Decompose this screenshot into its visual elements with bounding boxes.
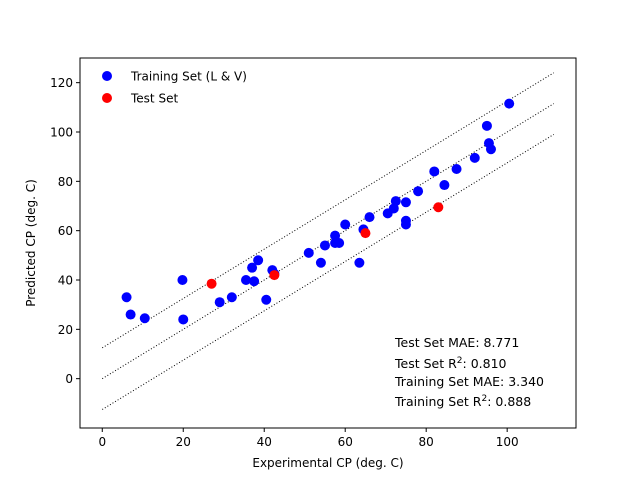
training-point: [413, 186, 424, 197]
training-point: [334, 238, 345, 248]
reference-line: [102, 134, 554, 410]
training-point: [303, 247, 314, 258]
training-point: [121, 292, 132, 303]
train-mae-text: Training Set MAE: 3.340: [394, 374, 544, 389]
test-point: [206, 278, 217, 289]
training-point: [504, 98, 515, 109]
training-point: [451, 164, 462, 174]
training-point: [354, 257, 365, 268]
training-point: [429, 166, 440, 177]
y-axis-label: Predicted CP (deg. C): [24, 179, 38, 307]
test-r2-prefix: Test Set R: [394, 356, 457, 371]
legend: Training Set (L & V) Test Set: [102, 70, 247, 106]
training-point: [400, 197, 411, 208]
train-r2-text: Training Set R2: 0.888: [394, 394, 531, 409]
training-point: [390, 196, 401, 207]
legend-marker-test: [102, 93, 112, 103]
training-point: [319, 240, 330, 251]
test-r2-value: : 0.810: [463, 356, 507, 371]
training-point: [139, 313, 150, 324]
plot-frame: [79, 57, 577, 429]
x-tick-label: 20: [176, 435, 191, 449]
train-r2-superscript: 2: [481, 394, 487, 404]
x-axis-ticks: 0 20 40 60 80 100: [98, 428, 519, 449]
x-tick-label: 0: [98, 435, 106, 449]
y-tick-label: 60: [58, 224, 73, 238]
test-point: [433, 202, 444, 213]
training-point: [249, 276, 260, 287]
reference-lines: [102, 72, 554, 410]
test-point: [269, 270, 280, 281]
training-point: [330, 230, 341, 241]
data-points: [121, 98, 515, 325]
legend-marker-training: [102, 71, 112, 81]
training-point: [469, 152, 480, 163]
x-tick-label: 40: [257, 435, 272, 449]
training-point: [364, 212, 375, 223]
y-tick-label: 80: [58, 175, 73, 189]
y-tick-label: 40: [58, 274, 73, 288]
training-point: [253, 255, 264, 266]
test-r2-text: Test Set R2: 0.810: [394, 356, 507, 371]
train-r2-prefix: Training Set R: [394, 394, 482, 409]
y-tick-label: 0: [65, 372, 73, 386]
training-point: [241, 275, 252, 285]
y-tick-label: 120: [50, 76, 73, 90]
legend-label-training: Training Set (L & V): [130, 70, 247, 84]
training-point: [125, 309, 136, 320]
test-point: [360, 228, 371, 239]
y-tick-label: 100: [50, 126, 73, 140]
x-tick-label: 80: [419, 435, 434, 449]
reference-line: [102, 72, 554, 349]
training-point: [340, 219, 351, 230]
training-point: [177, 275, 188, 285]
test-mae-text: Test Set MAE: 8.771: [394, 335, 519, 350]
training-point: [178, 314, 189, 325]
legend-label-test: Test Set: [130, 92, 178, 106]
training-point: [214, 297, 225, 308]
training-point: [481, 120, 492, 131]
training-point: [226, 292, 237, 303]
training-point: [485, 144, 496, 155]
test-r2-superscript: 2: [457, 356, 463, 366]
x-tick-label: 100: [496, 435, 519, 449]
train-r2-value: : 0.888: [487, 394, 531, 409]
training-point: [315, 257, 326, 268]
training-point: [439, 180, 450, 191]
reference-line: [102, 103, 554, 380]
y-tick-label: 20: [58, 323, 73, 337]
y-axis-ticks: 0 20 40 60 80 100 120: [50, 76, 80, 386]
training-point: [400, 219, 411, 230]
training-point: [261, 294, 272, 305]
metrics-annotation: Test Set MAE: 8.771 Test Set R2: 0.810 T…: [394, 335, 544, 409]
training-point: [247, 262, 258, 273]
x-axis-label: Experimental CP (deg. C): [252, 456, 403, 470]
x-tick-label: 60: [338, 435, 353, 449]
